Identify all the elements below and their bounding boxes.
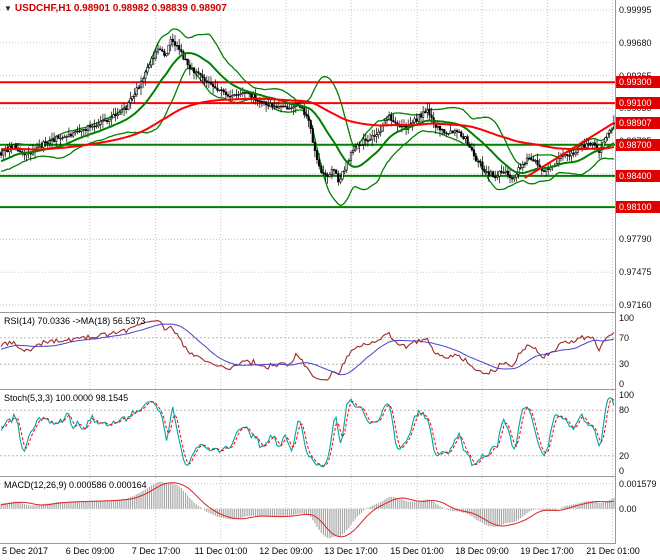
- time-axis-label: 19 Dec 17:00: [520, 546, 574, 556]
- macd-axis-label: 0.00: [619, 504, 637, 514]
- price-axis-label: 0.97790: [619, 234, 652, 244]
- price-axis-label: 0.97160: [619, 300, 652, 310]
- stoch-axis-label: 20: [619, 451, 630, 461]
- macd-label: MACD(12,26,9) 0.000586 0.000164: [4, 480, 147, 490]
- price-level-badge: 0.99100: [616, 97, 660, 109]
- time-axis-label: 21 Dec 01:00: [586, 546, 640, 556]
- ohlc-readout: ▼ USDCHF,H1 0.98901 0.98982 0.98839 0.989…: [4, 3, 227, 14]
- price-level-badge: 0.98700: [616, 139, 660, 151]
- main-chart-panel[interactable]: [0, 0, 615, 313]
- price-axis[interactable]: 0.999950.996800.993650.990500.987350.984…: [615, 0, 660, 544]
- panel-macd-canvas[interactable]: [0, 477, 615, 543]
- time-axis-label: 15 Dec 01:00: [390, 546, 444, 556]
- ohlc-values: 0.98901 0.98982 0.98839 0.98907: [73, 3, 227, 14]
- macd-panel[interactable]: [0, 477, 615, 544]
- time-axis-label: 11 Dec 01:00: [194, 546, 248, 556]
- time-axis-label: 12 Dec 09:00: [259, 546, 313, 556]
- chart-dropdown-icon[interactable]: ▼: [4, 4, 12, 13]
- stoch-axis-label: 80: [619, 405, 630, 415]
- price-level-badge: 0.99300: [616, 76, 660, 88]
- price-axis-label: 0.99680: [619, 38, 652, 48]
- panel-main-canvas[interactable]: [0, 0, 615, 312]
- macd-axis-label: 0.001579: [619, 479, 657, 489]
- time-axis[interactable]: 5 Dec 2017 6 Dec 09:00 7 Dec 17:00 11 Dec 0…: [0, 544, 660, 560]
- stoch-axis-label: 100: [619, 390, 635, 400]
- rsi-axis-label: 30: [619, 359, 630, 369]
- price-level-badge: 0.98400: [616, 170, 660, 182]
- price-axis-label: 0.97475: [619, 267, 652, 277]
- stoch-panel[interactable]: [0, 390, 615, 477]
- symbol-title: USDCHF,H1: [14, 3, 72, 14]
- rsi-label: RSI(14) 70.0336 ->MA(18) 56.5373: [4, 316, 146, 326]
- time-axis-label: 5 Dec 2017: [2, 546, 49, 556]
- time-axis-label: 13 Dec 17:00: [324, 546, 378, 556]
- time-axis-label: 7 Dec 17:00: [131, 546, 181, 556]
- rsi-axis-label: 100: [619, 313, 635, 323]
- current-price-badge: 0.98907: [616, 117, 660, 129]
- time-axis-label: 6 Dec 09:00: [65, 546, 115, 556]
- time-axis-label: 18 Dec 09:00: [455, 546, 509, 556]
- panel-stoch-canvas[interactable]: [0, 390, 615, 476]
- rsi-axis-label: 70: [619, 333, 630, 343]
- stoch-axis-label: 0: [619, 466, 625, 476]
- rsi-panel[interactable]: [0, 313, 615, 390]
- rsi-axis-label: 0: [619, 379, 625, 389]
- price-level-badge: 0.98100: [616, 201, 660, 213]
- stoch-label: Stoch(5,3,3) 100.0000 98.1545: [4, 393, 129, 403]
- panel-rsi-canvas[interactable]: [0, 313, 615, 389]
- price-axis-label: 0.99995: [619, 5, 652, 15]
